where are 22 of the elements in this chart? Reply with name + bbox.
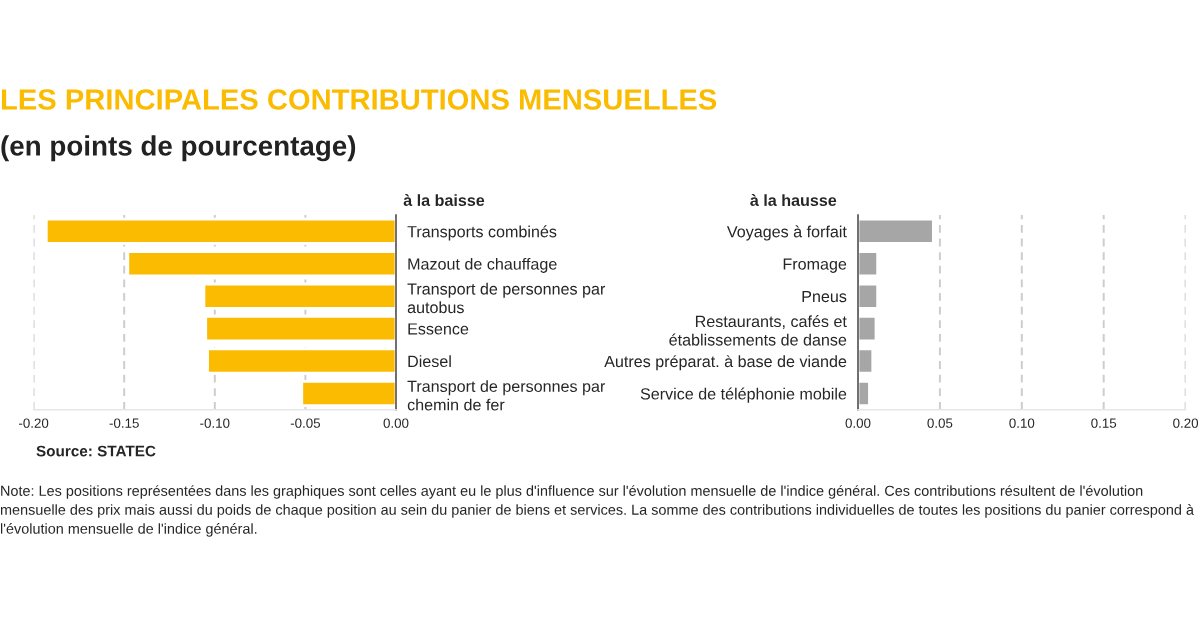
bar — [858, 347, 875, 375]
y-tick-label: Restaurants, cafés et établissements de danse — [669, 315, 847, 346]
bar — [858, 315, 878, 343]
y-tick-label: Transport de personnes par autobus — [407, 282, 606, 314]
y-tick-label: Diesel — [408, 355, 451, 368]
text: (en points de pourcentage) — [1, 135, 356, 162]
y-tick-label: Autres préparat. à base de viande — [604, 355, 847, 371]
y-tick-label: Pneus — [802, 290, 847, 303]
y-tick-label: Essence — [408, 323, 469, 335]
y-tick-label: Fromage — [783, 258, 847, 273]
bar — [858, 379, 871, 408]
chart-title: à la hausse — [750, 194, 837, 207]
bar — [858, 217, 935, 245]
text: à la baisse — [403, 194, 485, 207]
y-tick-label: Mazout de chauffage — [408, 257, 557, 273]
bar — [858, 282, 880, 310]
y-tick-label: Voyages à forfait — [726, 225, 847, 241]
text: LES PRINCIPALES CONTRIBUTIONS MENSUELLES — [1, 89, 717, 110]
y-tick-label: Service de téléphonie mobile — [640, 387, 847, 403]
y-tick-label: Transports combinés — [407, 225, 557, 241]
y-tick-label: Transport de personnes par chemin de fer — [407, 380, 606, 411]
bar — [858, 250, 880, 278]
